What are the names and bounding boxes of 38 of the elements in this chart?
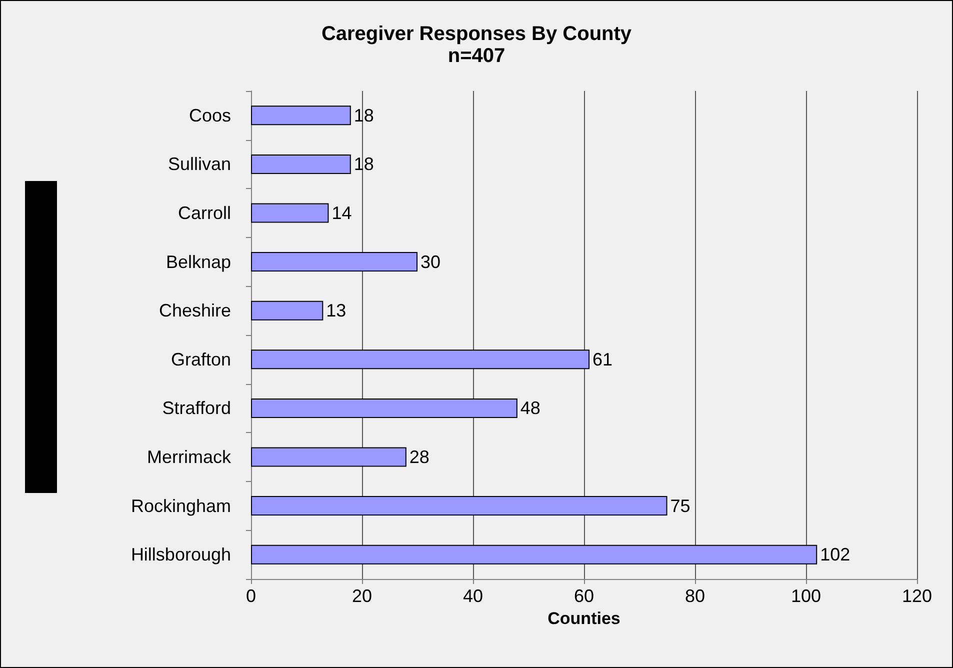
data-label: 48 <box>520 398 540 418</box>
data-label: 13 <box>326 300 346 321</box>
bar <box>251 350 590 370</box>
y-tick-label: Coos <box>188 105 231 126</box>
y-tick-label: Cheshire <box>158 300 231 321</box>
data-label: 102 <box>820 544 850 565</box>
x-tick-label: 80 <box>684 586 706 606</box>
y-tick-label: Grafton <box>170 349 231 370</box>
bar <box>251 496 668 516</box>
chart-title: Caregiver Responses By County <box>321 23 632 45</box>
data-label: 28 <box>409 447 430 467</box>
y-tick-label: Rockingham <box>130 496 231 516</box>
bar <box>251 544 818 564</box>
bar <box>251 300 324 320</box>
x-axis-title: Counties <box>548 608 620 628</box>
bar <box>251 398 518 418</box>
data-label: 75 <box>670 496 690 516</box>
x-tick-label: 0 <box>246 586 256 606</box>
bar <box>251 447 406 467</box>
data-label: 14 <box>332 203 352 223</box>
x-tick-label: 60 <box>574 586 594 606</box>
bar <box>251 252 418 272</box>
y-tick-label: Belknap <box>166 252 231 272</box>
y-tick-label: Hillsborough <box>130 544 231 565</box>
y-tick-label: Carroll <box>178 203 231 223</box>
x-tick-label: 100 <box>790 586 822 606</box>
chart-subtitle: n=407 <box>448 45 506 67</box>
y-tick-label: Sullivan <box>168 154 231 174</box>
bar <box>251 106 351 126</box>
x-tick-label: 120 <box>902 586 932 606</box>
data-label: 30 <box>420 252 441 272</box>
data-label: 61 <box>592 349 613 370</box>
x-tick-label: 20 <box>352 586 372 606</box>
bar <box>251 203 329 223</box>
y-tick-label: Merrimack <box>147 447 232 467</box>
bar <box>251 154 351 174</box>
y-tick-label: Strafford <box>162 398 231 418</box>
x-tick-label: 40 <box>462 586 484 606</box>
